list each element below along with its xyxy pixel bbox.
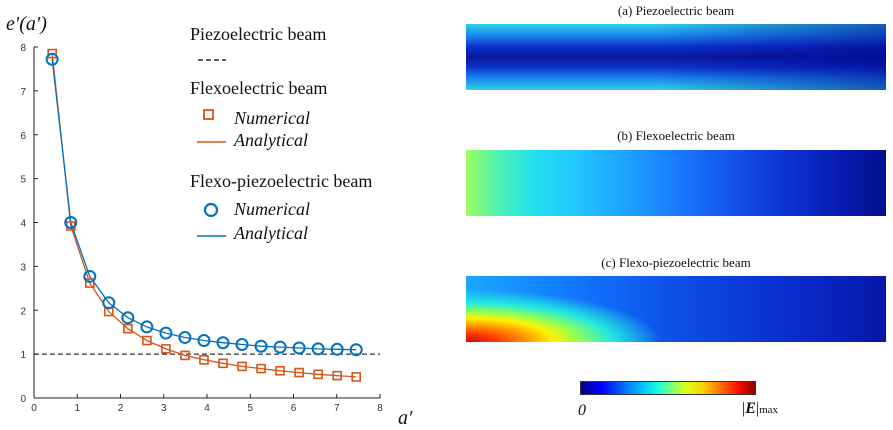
y-axis-label: e′(a′) [6,13,47,35]
flexo-piezo-numerical-point [254,339,268,353]
legend-fp-circle [203,202,219,218]
legend-flexo-square [203,109,214,120]
x-tick-label: 2 [118,403,124,414]
legend-title-piezo: Piezoelectric beam [190,24,327,44]
colorbar-max-subscript: max [759,404,779,416]
panel-a-field-map [466,24,886,90]
y-tick-label: 5 [20,175,26,186]
panel-c-field-map [466,276,886,342]
y-tick-label: 0 [20,394,26,405]
flexo-numerical-point [218,358,228,369]
y-tick-label: 7 [20,87,26,98]
legend-fp-numerical: Numerical [234,199,310,219]
flexo-piezo-numerical-point [311,342,325,356]
y-tick-label: 6 [20,131,26,142]
flexo-numerical-point [84,278,95,288]
panel-b-title: (b) Flexoelectric beam [617,128,735,143]
colorbar-max-label: |E|max [742,400,779,417]
colorbar-max-bar: | [755,400,760,417]
flexo-piezo-numerical-point [197,334,211,348]
x-tick-label: 4 [204,403,210,414]
flexo-piezo-analytical-line [51,59,357,351]
flexo-piezo-numerical-point [159,326,173,340]
flexo-piezo-numerical-point [64,216,78,229]
flexo-piezo-numerical-point [292,341,306,355]
flexo-analytical-line [51,53,357,378]
x-tick-label: 8 [377,403,383,414]
flexo-numerical-point [123,323,133,334]
x-tick-label: 0 [31,403,37,414]
flexo-piezo-numerical-point [140,320,154,334]
panel-c-title: (c) Flexo-piezoelectric beam [601,255,751,270]
flexo-numerical-point [313,369,323,380]
line-chart: 0 1 2 3 4 5 6 7 8 0 1 2 3 4 5 6 7 8 e′(a′) a′ [6,13,413,429]
flexo-numerical-point [332,370,342,381]
flexo-numerical-point [180,350,190,361]
flexo-numerical-point [237,361,247,372]
flexo-numerical-point [275,365,285,376]
y-tick-label: 3 [20,262,26,273]
flexo-numerical-point [142,335,152,346]
flexo-piezo-numerical-point [45,52,59,66]
x-tick-label: 3 [161,403,167,414]
flexo-piezo-numerical-point [235,337,249,351]
x-axis-label: a′ [398,407,413,429]
legend-title-flexo: Flexoelectric beam [190,78,328,98]
flexo-piezo-numerical-point [349,343,363,357]
y-tick-label: 4 [20,219,26,230]
y-tick-label: 1 [20,350,26,361]
flexo-piezo-numerical-point [273,340,287,354]
panel-a-title: (a) Piezoelectric beam [617,3,735,18]
flexo-numerical-point [256,363,266,374]
colorbar-min-label: 0 [578,402,586,419]
legend-flexo-analytical: Analytical [234,130,308,150]
flexo-piezo-numerical-point [102,296,116,310]
legend-title-flexo-piezo: Flexo-piezoelectric beam [190,171,373,191]
flexo-numerical-point [351,372,362,382]
flexo-piezo-numerical-point [83,269,97,283]
flexo-piezo-numerical-point [121,311,135,325]
x-tick-label: 7 [334,403,340,414]
colorbar [580,381,756,395]
y-tick-label: 8 [20,43,26,54]
legend-flexo-numerical: Numerical [234,108,310,128]
panel-b-field-map [466,150,886,216]
flexo-numerical-point [294,367,304,378]
flexo-piezo-numerical-point [178,330,192,344]
y-tick-label: 2 [20,306,26,317]
x-tick-label: 1 [74,403,80,414]
x-tick-label: 5 [247,403,253,414]
flexo-numerical-point [199,355,209,365]
flexo-piezo-numerical-point [330,342,344,356]
flexo-piezo-numerical-point [216,336,230,350]
x-tick-label: 6 [291,403,297,414]
colorbar-max-symbol: E [745,400,756,417]
flexo-numerical-point [47,48,57,59]
legend-fp-analytical: Analytical [234,223,308,243]
flexo-numerical-point [161,344,171,354]
